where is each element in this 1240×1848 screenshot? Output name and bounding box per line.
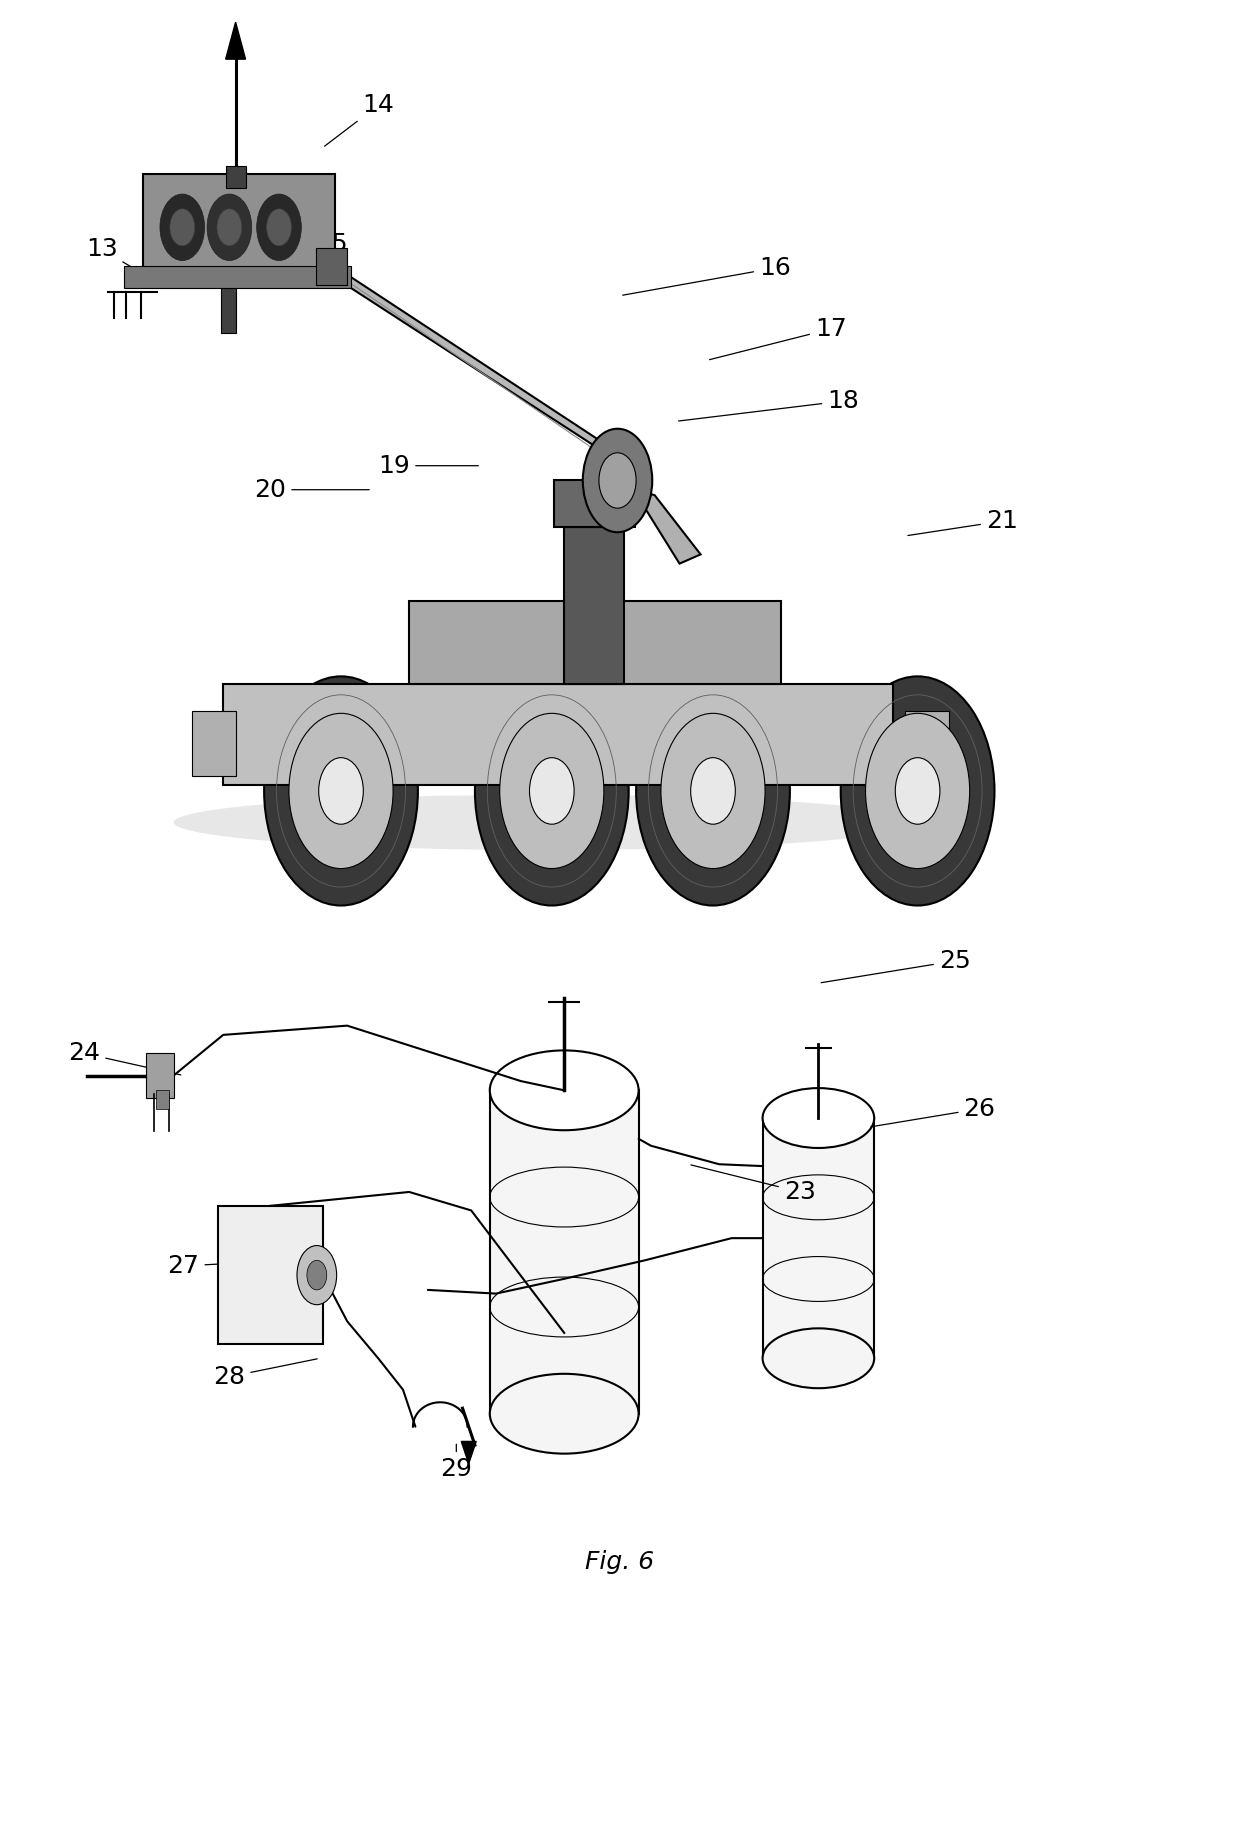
- Ellipse shape: [174, 795, 918, 850]
- Bar: [490, 1090, 639, 1414]
- Circle shape: [264, 676, 418, 906]
- Text: 26: 26: [870, 1098, 996, 1127]
- Bar: [146, 1053, 174, 1098]
- Text: 19: 19: [378, 455, 479, 477]
- Circle shape: [599, 453, 636, 508]
- Bar: [226, 166, 246, 188]
- Circle shape: [289, 713, 393, 869]
- Circle shape: [636, 676, 790, 906]
- Text: 28: 28: [213, 1358, 317, 1388]
- Circle shape: [475, 676, 629, 906]
- FancyBboxPatch shape: [223, 684, 893, 785]
- Circle shape: [841, 676, 994, 906]
- Bar: [124, 266, 351, 288]
- Text: 17: 17: [709, 318, 847, 360]
- Bar: [156, 1090, 169, 1109]
- Ellipse shape: [490, 1050, 639, 1131]
- Circle shape: [529, 758, 574, 824]
- Circle shape: [160, 194, 205, 261]
- Circle shape: [170, 209, 195, 246]
- Circle shape: [257, 194, 301, 261]
- Circle shape: [207, 194, 252, 261]
- Circle shape: [298, 1246, 336, 1305]
- Circle shape: [319, 758, 363, 824]
- Circle shape: [691, 758, 735, 824]
- Text: 25: 25: [821, 950, 971, 983]
- Text: 29: 29: [440, 1445, 472, 1480]
- Circle shape: [267, 209, 291, 246]
- Bar: [763, 1118, 874, 1358]
- Text: 21: 21: [908, 510, 1018, 536]
- Text: 20: 20: [254, 479, 370, 501]
- Bar: [143, 174, 335, 281]
- Circle shape: [217, 209, 242, 246]
- Polygon shape: [300, 255, 632, 462]
- Bar: [316, 248, 347, 285]
- Circle shape: [500, 713, 604, 869]
- Ellipse shape: [763, 1329, 874, 1388]
- Ellipse shape: [763, 1088, 874, 1148]
- Text: 16: 16: [622, 257, 791, 296]
- Circle shape: [306, 1260, 327, 1290]
- Circle shape: [583, 429, 652, 532]
- Circle shape: [661, 713, 765, 869]
- Polygon shape: [632, 488, 701, 564]
- Text: 14: 14: [325, 94, 394, 146]
- Text: 27: 27: [167, 1255, 289, 1277]
- Bar: [554, 480, 635, 527]
- Polygon shape: [226, 22, 246, 59]
- Text: 23: 23: [691, 1164, 816, 1203]
- Text: Fig. 6: Fig. 6: [585, 1550, 655, 1573]
- Bar: [409, 601, 781, 684]
- Polygon shape: [461, 1441, 476, 1464]
- Bar: [564, 527, 624, 684]
- Text: 18: 18: [678, 390, 859, 421]
- Text: 13: 13: [86, 238, 153, 279]
- Text: 15: 15: [316, 233, 348, 277]
- Text: Fig. 5: Fig. 5: [585, 747, 655, 769]
- Bar: [218, 1205, 322, 1345]
- Text: 22: 22: [591, 667, 649, 713]
- Circle shape: [895, 758, 940, 824]
- Text: 24: 24: [68, 1042, 181, 1076]
- Bar: [221, 281, 236, 333]
- Ellipse shape: [490, 1373, 639, 1454]
- FancyBboxPatch shape: [905, 711, 949, 776]
- Circle shape: [866, 713, 970, 869]
- FancyBboxPatch shape: [192, 711, 236, 776]
